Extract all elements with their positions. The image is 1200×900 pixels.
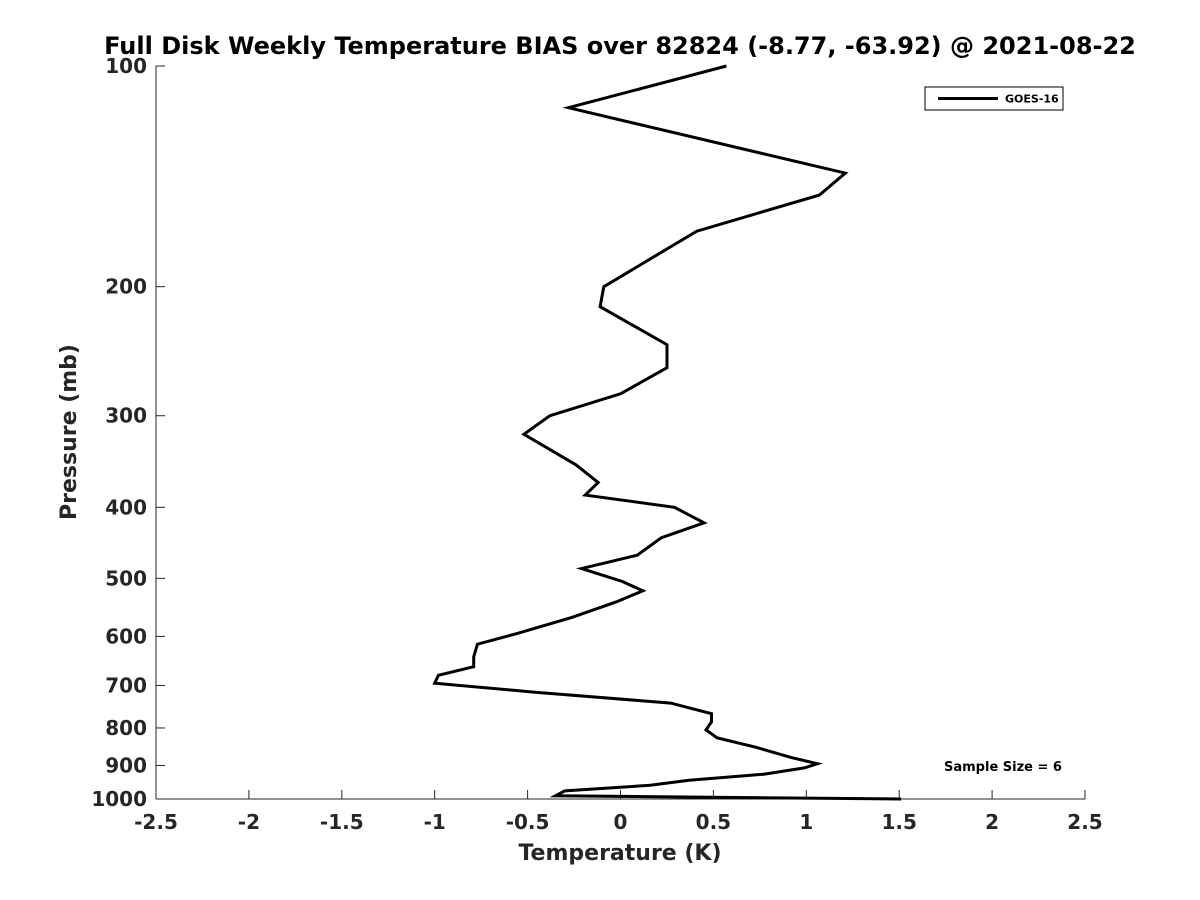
legend: GOES-16 xyxy=(924,86,1064,111)
y-tick-label: 800 xyxy=(105,716,147,740)
y-tick-label: 1000 xyxy=(91,787,147,811)
y-tick-label: 500 xyxy=(105,566,147,590)
x-tick-label: 0 xyxy=(614,810,628,834)
y-tick-label: 600 xyxy=(105,624,147,648)
y-axis-ticks: 100 200 300 400 500 600 700 800 900 1000 xyxy=(91,54,165,811)
legend-label-goes-16: GOES-16 xyxy=(1005,93,1059,106)
x-tick-label: -2.5 xyxy=(134,810,178,834)
axes xyxy=(155,66,1085,800)
x-tick-label: -1.5 xyxy=(320,810,364,834)
y-tick-label: 900 xyxy=(105,753,147,777)
series-line-goes-16 xyxy=(432,64,902,801)
series-lines xyxy=(432,64,902,801)
x-tick-label: 1.5 xyxy=(881,810,916,834)
y-tick-label: 700 xyxy=(105,673,147,697)
x-tick-label: -1 xyxy=(424,810,446,834)
x-tick-label: -2 xyxy=(238,810,260,834)
y-tick-label: 200 xyxy=(105,275,147,299)
x-axis-ticks: -2.5 -2 -1.5 -1 -0.5 0 0.5 1 1.5 2 2.5 xyxy=(134,790,1103,834)
x-tick-label: 2.5 xyxy=(1067,810,1102,834)
x-tick-label: 0.5 xyxy=(696,810,731,834)
sample-size-annotation: Sample Size = 6 xyxy=(944,760,1062,775)
x-tick-label: 1 xyxy=(799,810,813,834)
y-tick-label: 400 xyxy=(105,495,147,519)
y-tick-label: 100 xyxy=(105,54,147,78)
y-axis-title: Pressure (mb) xyxy=(57,344,82,520)
chart-title: Full Disk Weekly Temperature BIAS over 8… xyxy=(104,32,1136,60)
x-tick-label: -0.5 xyxy=(506,810,550,834)
x-tick-label: 2 xyxy=(985,810,999,834)
x-axis-title: Temperature (K) xyxy=(518,841,721,866)
y-tick-label: 300 xyxy=(105,404,147,428)
